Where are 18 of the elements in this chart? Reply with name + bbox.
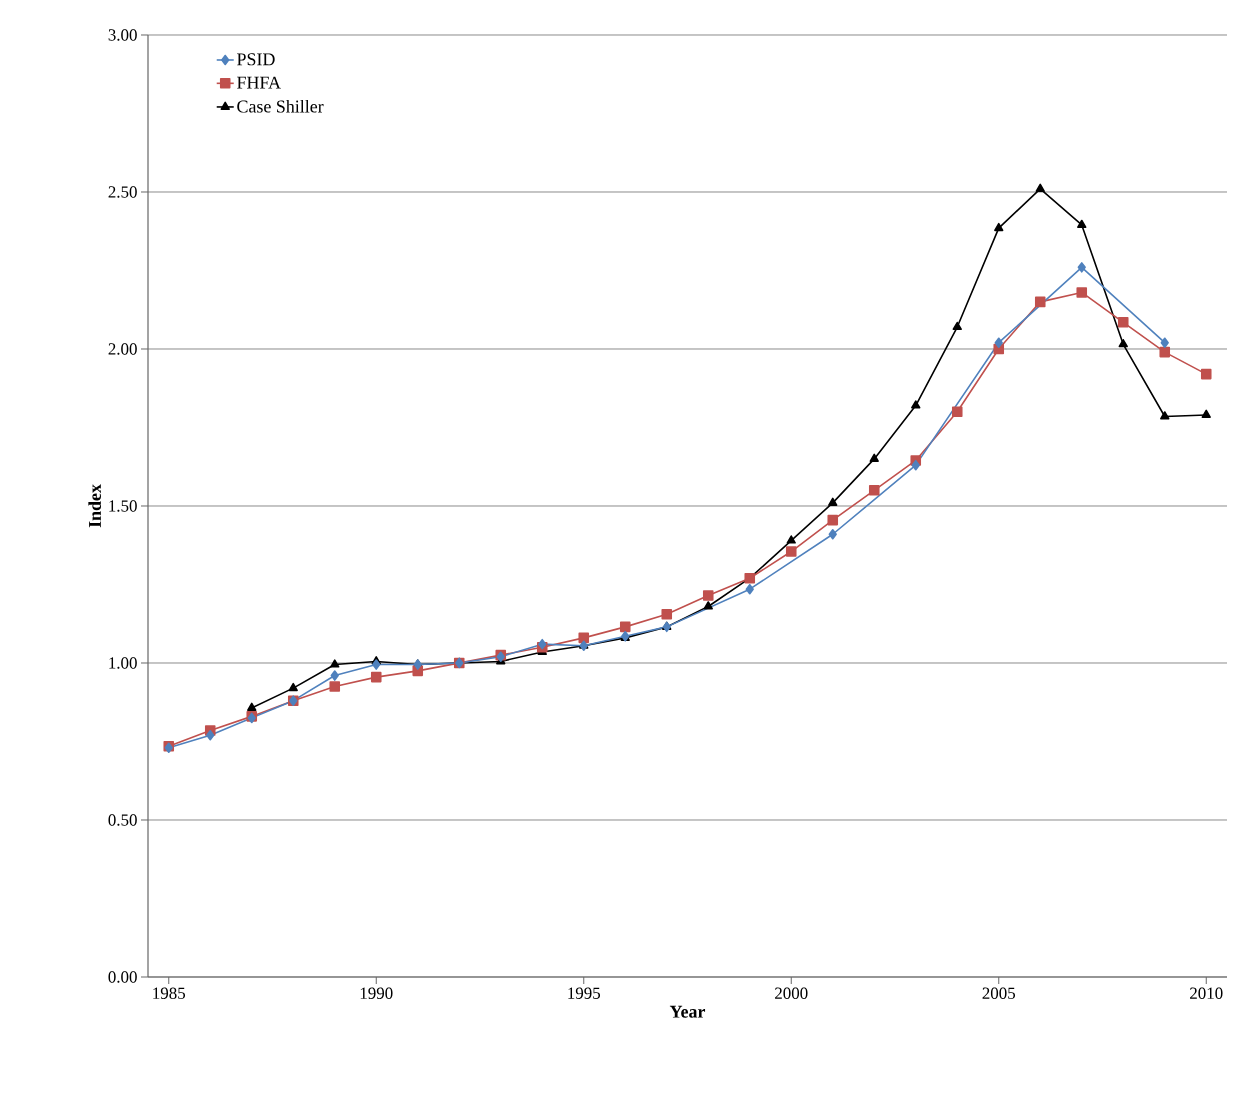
x-tick-label: 1995: [568, 987, 601, 999]
x-tick-label: 2010: [1190, 987, 1223, 999]
x-tick-label: 2000: [775, 987, 808, 999]
legend-label: PSID: [237, 53, 275, 66]
y-axis-title: Index: [88, 484, 101, 528]
legend-label: FHFA: [237, 76, 281, 89]
y-tick-label: 0.00: [108, 971, 137, 983]
x-axis-title: Year: [669, 1005, 706, 1018]
y-tick-label: 3.00: [108, 29, 137, 41]
y-tick-label: 2.00: [108, 343, 137, 355]
x-tick-label: 2005: [982, 987, 1016, 999]
x-tick-label: 1990: [360, 987, 393, 999]
x-tick-label: 1985: [153, 987, 186, 999]
y-tick-label: 1.50: [109, 500, 137, 512]
y-tick-label: 0.50: [108, 814, 137, 826]
y-tick-label: 2.50: [108, 186, 137, 198]
legend-label: Case Shiller: [237, 99, 324, 113]
y-tick-label: 1.00: [109, 657, 137, 669]
